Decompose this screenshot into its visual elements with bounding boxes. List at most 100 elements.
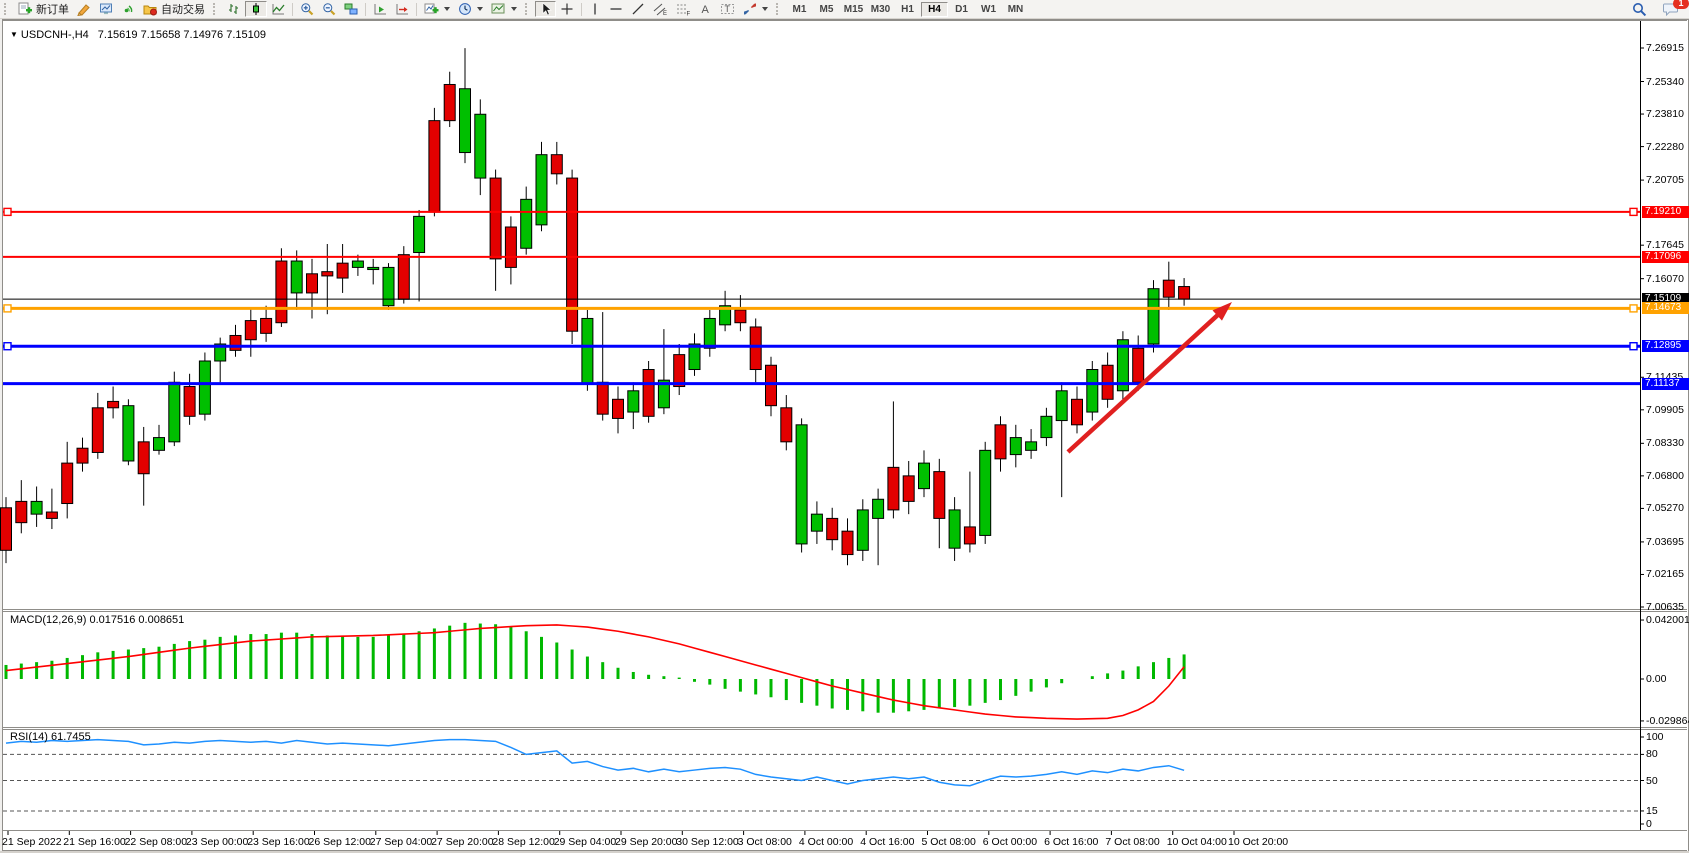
time-axis-label: 22 Sep 08:00 bbox=[124, 836, 188, 848]
chart-shift-button[interactable] bbox=[391, 1, 413, 17]
auto-trading-icon bbox=[143, 2, 158, 16]
horizontal-line-tool-button[interactable] bbox=[605, 1, 627, 17]
time-axis-label: 29 Sep 20:00 bbox=[615, 836, 678, 848]
chart-shift-icon bbox=[395, 2, 409, 16]
timeframe-button-D1[interactable]: D1 bbox=[948, 2, 975, 17]
toolbar-grip bbox=[776, 3, 783, 15]
axis-tick-label: 7.06800 bbox=[1646, 469, 1684, 482]
timeframe-button-H1[interactable]: H1 bbox=[894, 2, 921, 17]
time-axis-label: 26 Sep 12:00 bbox=[308, 836, 371, 848]
time-axis-label: 10 Oct 04:00 bbox=[1166, 836, 1227, 848]
timeframe-button-M1[interactable]: M1 bbox=[786, 2, 813, 17]
indicators-dropdown-caret bbox=[444, 7, 450, 11]
time-axis-label: 23 Sep 16:00 bbox=[247, 836, 310, 848]
price-line-flag-7.15109: 7.15109 bbox=[1642, 293, 1689, 306]
price-line-flag-7.11137: 7.11137 bbox=[1642, 377, 1689, 390]
time-axis-label: 10 Oct 20:00 bbox=[1228, 836, 1289, 848]
fibonacci-tool-button[interactable]: F bbox=[672, 1, 695, 17]
text-icon: A bbox=[699, 2, 712, 16]
time-axis-label: 21 Sep 16:00 bbox=[63, 836, 126, 848]
zoom-out-icon bbox=[322, 2, 336, 16]
axis-tick-label: 0 bbox=[1646, 818, 1652, 830]
bar-chart-button[interactable] bbox=[223, 1, 245, 17]
time-axis-label: 6 Oct 00:00 bbox=[982, 836, 1038, 848]
crosshair-icon bbox=[560, 2, 574, 16]
template-icon bbox=[491, 2, 506, 16]
notifications-button[interactable]: 1 bbox=[1659, 0, 1689, 17]
zoom-out-button[interactable] bbox=[318, 1, 340, 17]
cursor-tool-button[interactable] bbox=[535, 1, 556, 17]
macd-indicator-label: MACD(12,26,9) 0.017516 0.008651 bbox=[10, 614, 185, 626]
svg-text:E: E bbox=[663, 11, 667, 16]
vertical-line-tool-button[interactable] bbox=[585, 1, 605, 17]
timeframe-button-W1[interactable]: W1 bbox=[975, 2, 1002, 17]
tile-windows-button[interactable] bbox=[340, 1, 362, 17]
timeframe-button-MN[interactable]: MN bbox=[1002, 2, 1029, 17]
search-button[interactable] bbox=[1628, 1, 1651, 17]
time-axis-label: 27 Sep 20:00 bbox=[431, 836, 494, 848]
new-order-icon bbox=[18, 2, 33, 16]
time-axis-label: 3 Oct 08:00 bbox=[737, 836, 792, 848]
price-line-flag-7.12895: 7.12895 bbox=[1642, 340, 1689, 353]
chart-window[interactable] bbox=[2, 19, 1689, 852]
arrows-tool-button[interactable] bbox=[739, 1, 772, 17]
toolbar-separator bbox=[365, 2, 366, 16]
axis-tick-label: 100 bbox=[1646, 731, 1664, 743]
zoom-in-button[interactable] bbox=[296, 1, 318, 17]
toolbar-separator bbox=[292, 2, 293, 16]
window-bottom-edge bbox=[0, 851, 1689, 853]
chart-title: ▼ USDCNH-,H4 7.15619 7.15658 7.14976 7.151… bbox=[10, 29, 266, 41]
timeframe-toolbar: M1 M5 M15 M30 H1 H4 D1 W1 MN bbox=[786, 1, 1029, 17]
axis-tick-label: 7.22280 bbox=[1646, 140, 1684, 153]
fibonacci-icon: F bbox=[676, 2, 691, 16]
axis-tick-label: 80 bbox=[1646, 748, 1658, 761]
svg-text:T: T bbox=[725, 4, 731, 14]
templates-button[interactable] bbox=[487, 1, 521, 17]
axis-tick-label: 7.09905 bbox=[1646, 403, 1684, 416]
line-chart-icon bbox=[271, 2, 285, 16]
candlestick-chart-button[interactable] bbox=[245, 1, 267, 17]
crosshair-tool-button[interactable] bbox=[556, 1, 578, 17]
bar-chart-icon bbox=[227, 2, 241, 16]
line-chart-button[interactable] bbox=[267, 1, 289, 17]
text-tool-button[interactable]: A bbox=[695, 1, 716, 17]
arrows-dropdown-caret bbox=[762, 7, 768, 11]
periods-button[interactable] bbox=[454, 1, 487, 17]
axis-tick-label: 7.16070 bbox=[1646, 272, 1684, 285]
timeframe-button-M5[interactable]: M5 bbox=[813, 2, 840, 17]
tile-windows-icon bbox=[344, 2, 358, 16]
axis-tick-label: 0.00 bbox=[1646, 673, 1667, 685]
new-order-button[interactable]: 新订单 bbox=[14, 1, 73, 17]
monitor-icon bbox=[99, 2, 113, 16]
text-label-tool-button[interactable]: T bbox=[716, 1, 739, 17]
axis-tick-label: 15 bbox=[1646, 804, 1658, 817]
rsi-indicator-label: RSI(14) 61.7455 bbox=[10, 731, 91, 743]
chart-monitor-button[interactable] bbox=[95, 1, 117, 17]
signal-button[interactable] bbox=[117, 1, 139, 17]
price-line-flag-7.17096: 7.17096 bbox=[1642, 250, 1689, 263]
auto-scroll-button[interactable] bbox=[369, 1, 391, 17]
timeframe-button-M15[interactable]: M15 bbox=[840, 2, 867, 17]
chart-collapse-icon[interactable]: ▼ bbox=[10, 30, 18, 39]
auto-trading-button[interactable]: 自动交易 bbox=[139, 1, 209, 17]
trendline-icon bbox=[631, 2, 645, 16]
price-line-flag-7.19210: 7.19210 bbox=[1642, 205, 1689, 218]
axis-tick-label: 7.02165 bbox=[1646, 568, 1684, 581]
channel-tool-button: E bbox=[649, 1, 672, 17]
crayon-tool-button[interactable] bbox=[73, 1, 95, 17]
trendline-tool-button[interactable] bbox=[627, 1, 649, 17]
channel-icon: E bbox=[653, 2, 668, 16]
vertical-line-icon bbox=[589, 2, 601, 16]
periods-dropdown-caret bbox=[477, 7, 483, 11]
indicators-button[interactable] bbox=[420, 1, 454, 17]
timeframe-button-H4[interactable]: H4 bbox=[921, 1, 948, 17]
time-axis-label: 5 Oct 08:00 bbox=[921, 836, 976, 848]
axis-tick-label: 7.26915 bbox=[1646, 42, 1684, 54]
candlestick-chart-icon bbox=[249, 2, 263, 16]
time-axis-label: 4 Oct 00:00 bbox=[798, 836, 854, 848]
axis-tick-label: 50 bbox=[1646, 774, 1658, 787]
time-axis-label: 27 Sep 04:00 bbox=[369, 836, 433, 848]
timeframe-button-M30[interactable]: M30 bbox=[867, 2, 894, 17]
chart-symbol: USDCNH-,H4 bbox=[20, 29, 89, 41]
